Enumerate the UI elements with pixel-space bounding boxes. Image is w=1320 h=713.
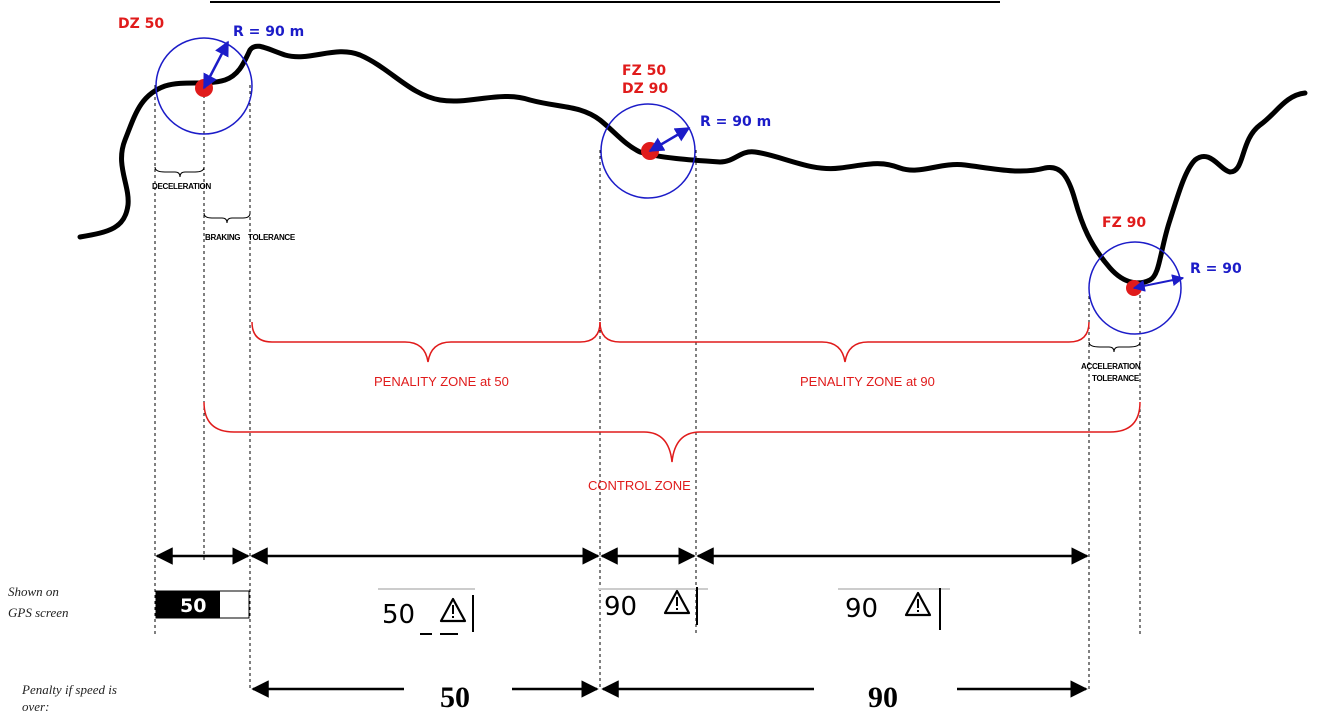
warning-icon	[439, 597, 467, 623]
warning-icon	[904, 591, 932, 617]
penalty-caption-line2: over:	[22, 699, 49, 713]
gps-display-3-value: 90	[604, 592, 637, 622]
braking-label: BRAKING	[205, 233, 240, 242]
gps-display-2: 50	[378, 588, 475, 635]
fz90-radius-label: R = 90	[1190, 261, 1242, 277]
mid-radius-label: R = 90 m	[700, 114, 771, 130]
penalty-90-label: PENALITY ZONE at 90	[800, 374, 935, 389]
control-zone-label: CONTROL ZONE	[588, 478, 691, 493]
fz50-label: FZ 50	[622, 63, 666, 79]
dz50-radius-arrow	[202, 40, 230, 90]
control-zone-brace	[203, 401, 1141, 463]
mid-radius-circle	[600, 103, 696, 199]
mid-radius-arrow	[648, 126, 691, 153]
gps-display-4-value: 90	[845, 594, 878, 624]
gps-display-3: 90	[598, 587, 708, 625]
gps-display-1-value: 50	[180, 595, 206, 617]
dz50-radius-label: R = 90 m	[233, 24, 304, 40]
warning-icon	[663, 589, 691, 615]
braking-tolerance-brace	[203, 212, 251, 224]
penalty-50-label: PENALITY ZONE at 50	[374, 374, 509, 389]
road-line	[77, 43, 1308, 286]
penalty-50-brace	[251, 321, 601, 363]
acceleration-tolerance-brace	[1088, 341, 1141, 353]
gps-display-4: 90	[838, 588, 950, 630]
gps-display-2-value: 50	[382, 600, 415, 630]
gps-display-1: 50	[155, 590, 250, 619]
penalty-90-value: 90	[868, 681, 898, 713]
dz50-label: DZ 50	[118, 16, 164, 32]
penalty-90-brace	[599, 321, 1090, 363]
gps-caption-line2: GPS screen	[8, 605, 69, 620]
acceleration-tolerance-label: TOLERANCE	[1092, 374, 1140, 383]
deceleration-brace	[154, 166, 205, 178]
tolerance-label: TOLERANCE	[248, 233, 296, 242]
fz90-radius-arrow	[1132, 274, 1185, 292]
gps-caption-line1: Shown on	[8, 584, 59, 599]
penalty-50-value: 50	[440, 681, 470, 713]
acceleration-label: ACCELERATION	[1081, 362, 1141, 371]
penalty-caption-line1: Penalty if speed is	[21, 682, 117, 697]
dz90-label: DZ 90	[622, 81, 668, 97]
vertical-guides	[154, 85, 1141, 690]
deceleration-label: DECELERATION	[152, 182, 211, 191]
dz50-radius-circle	[155, 37, 253, 135]
fz90-label: FZ 90	[1102, 215, 1146, 231]
